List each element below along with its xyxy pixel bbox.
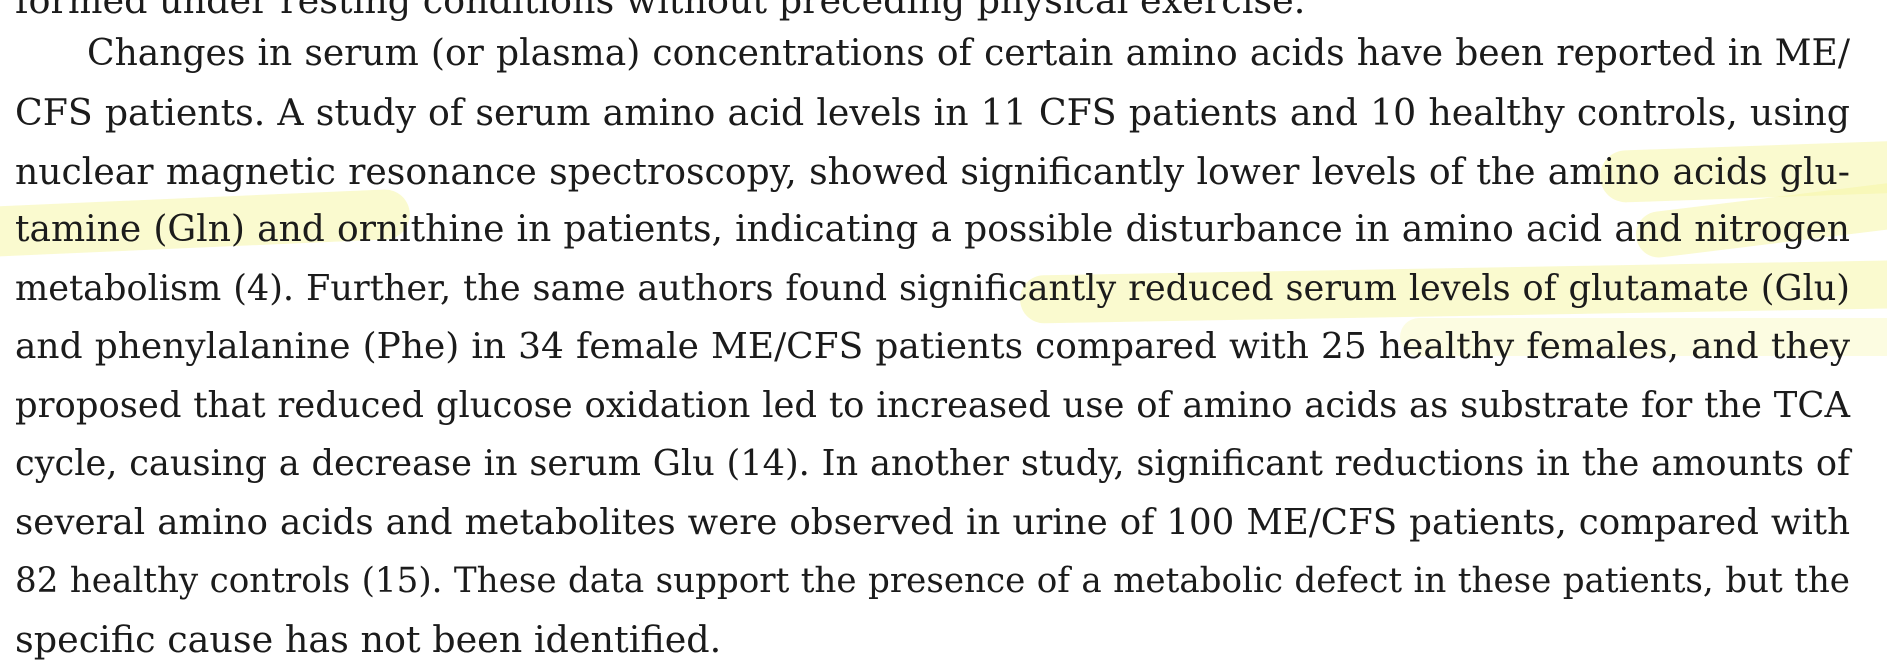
text-line: and phenylalanine (Phe) in 34 female ME/… (15, 326, 1850, 367)
text-line: proposed that reduced glucose oxidation … (15, 385, 1850, 426)
text-line: 82 healthy controls (15). These data sup… (15, 561, 1850, 601)
text-line: tamine (Gln) and ornithine in patients, … (15, 209, 1850, 250)
text-line: several amino acids and metabolites were… (15, 502, 1850, 543)
text-line: CFS patients. A study of serum amino aci… (15, 91, 1850, 134)
text-line: Changes in serum (or plasma) concentrati… (87, 33, 1850, 74)
text-line: cycle, causing a decrease in serum Glu (… (15, 443, 1850, 484)
text-line: nuclear magnetic resonance spectroscopy,… (15, 150, 1850, 193)
text-line-paragraph-end: specific cause has not been identified. (15, 618, 722, 661)
text-line-previous-paragraph-end: formed under resting conditions without … (15, 0, 1306, 22)
text-line: metabolism (4). Further, the same author… (15, 268, 1850, 309)
